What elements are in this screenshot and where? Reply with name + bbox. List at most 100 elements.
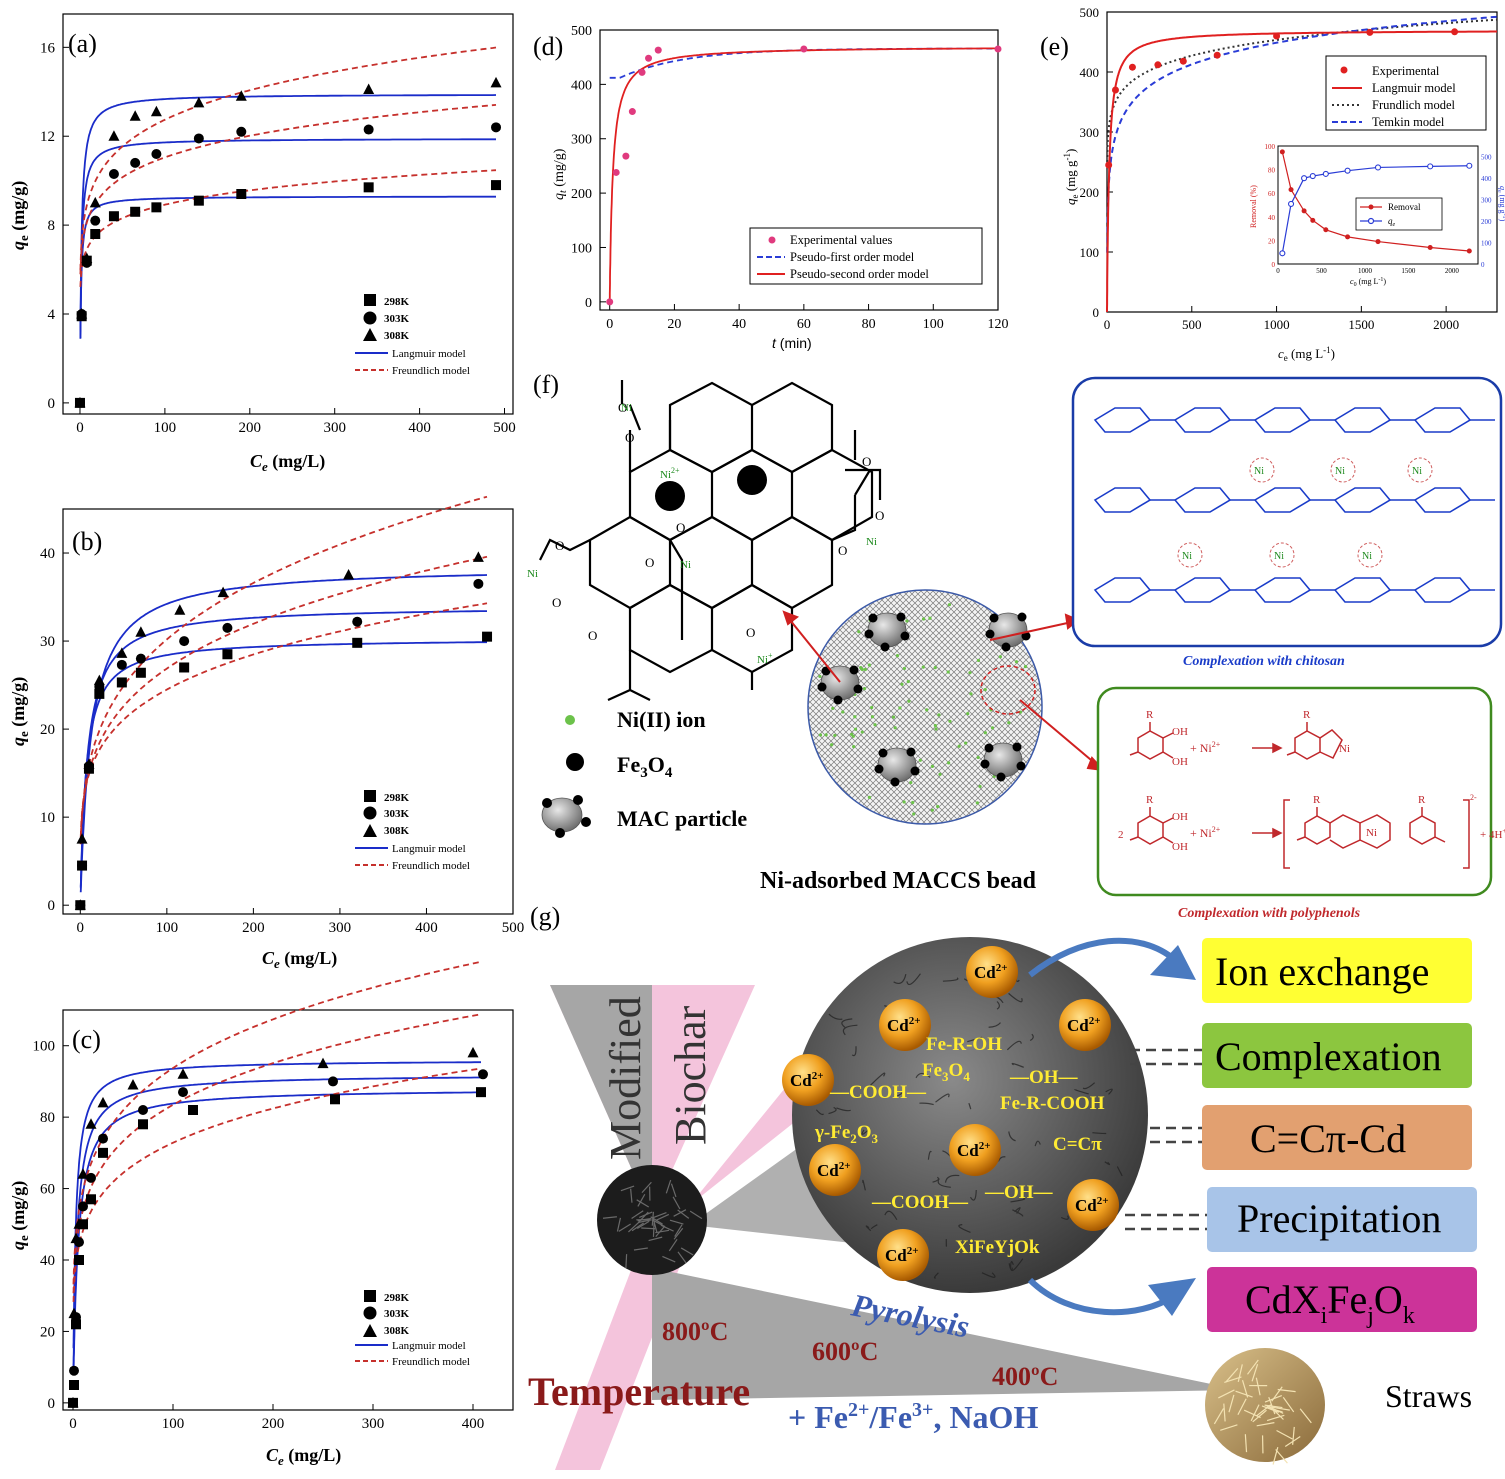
straw-fiber xyxy=(1277,1388,1296,1393)
x-tick-label: 500 xyxy=(493,420,516,436)
straw-fiber xyxy=(1247,1359,1259,1375)
data-point-298K xyxy=(108,211,119,222)
experimental-point xyxy=(654,46,662,54)
polyphenol-caption: Complexation with polyphenols xyxy=(1178,906,1361,921)
x-tick-label: 0 xyxy=(76,420,84,436)
inset-qe-point xyxy=(1427,163,1434,170)
data-point-308K xyxy=(174,604,186,615)
biochar-fiber xyxy=(602,1216,617,1219)
sem-ridge xyxy=(1012,1209,1024,1217)
panel-a-legend-langmuir: Langmuir model xyxy=(392,348,466,360)
langmuir-curve xyxy=(79,574,488,893)
x-tick-label: 80 xyxy=(862,317,876,332)
fe3o4-dot xyxy=(1021,631,1031,641)
data-point-308K xyxy=(363,83,375,95)
sem-ridge xyxy=(842,1024,858,1036)
inset-y2-tick-label: 0 xyxy=(1481,261,1485,269)
langmuir-curve xyxy=(72,1076,481,1367)
biochar-fibers xyxy=(602,1179,703,1269)
y-tick-label: 0 xyxy=(48,1396,56,1412)
straw-fiber xyxy=(1255,1377,1261,1396)
straw-fiber xyxy=(1243,1409,1261,1419)
ni-dot xyxy=(918,758,922,762)
sem-ridge xyxy=(828,1106,837,1115)
mechanism-precipitation: Precipitation xyxy=(1237,1196,1441,1241)
data-point-298K xyxy=(86,1194,96,1205)
ni-dot xyxy=(1014,660,1019,664)
x-tick-label: 500 xyxy=(1182,317,1202,332)
ni-dot xyxy=(862,686,867,691)
ni-dot xyxy=(824,733,828,737)
ni-dot xyxy=(983,731,987,735)
x-tick-label: 40 xyxy=(732,317,746,332)
panel-b-xlabel: Ce (mg/L) xyxy=(262,948,337,971)
data-point-303K xyxy=(179,636,190,647)
x-tick-label: 200 xyxy=(242,920,265,936)
y-tick-label: 8 xyxy=(48,218,56,234)
straw-fiber xyxy=(1268,1396,1276,1415)
ni-dot xyxy=(978,784,982,789)
mechanism-box-precipitation xyxy=(1207,1187,1477,1252)
data-point-303K xyxy=(108,169,119,179)
experimental-point xyxy=(1213,51,1221,59)
data-point-308K xyxy=(67,1396,79,1408)
biochar-fiber xyxy=(665,1179,672,1194)
ni-coordination-site xyxy=(1357,542,1383,568)
data-point-308K xyxy=(108,130,120,141)
data-point-298K xyxy=(179,662,190,673)
experimental-point xyxy=(1179,57,1187,65)
y-tick-label: 100 xyxy=(33,1039,56,1055)
sem-ridge xyxy=(1029,1033,1034,1042)
inset-removal-point xyxy=(1375,239,1381,245)
data-point-303K xyxy=(328,1076,338,1087)
freundlich-curve xyxy=(79,602,488,837)
biochar-fiber xyxy=(631,1210,644,1219)
svg-text:R: R xyxy=(1146,794,1154,806)
data-point-298K xyxy=(482,631,493,642)
experimental-point xyxy=(1105,161,1113,169)
biochar-fiber xyxy=(648,1236,663,1242)
straw-fiber xyxy=(1237,1364,1243,1383)
straw-fiber xyxy=(1213,1408,1225,1425)
biochar-fiber xyxy=(625,1254,628,1269)
panel-c-ylabel: qe (mg/g) xyxy=(8,1181,31,1250)
inset-xlabel: c0 (mg L-1) xyxy=(1350,277,1386,288)
svg-text:OH: OH xyxy=(1172,841,1188,853)
y-tick-label: 100 xyxy=(571,241,592,256)
ni-dot xyxy=(983,687,987,692)
biochar-fiber xyxy=(641,1181,652,1194)
straw-fiber xyxy=(1272,1447,1279,1465)
ni-coordination-site xyxy=(1269,542,1295,568)
chitosan-ni-label: Ni xyxy=(1335,466,1345,477)
ni-dot xyxy=(957,744,961,748)
data-point-298K xyxy=(130,206,141,217)
ni-dot xyxy=(933,723,938,728)
sem-ridge xyxy=(967,1036,983,1043)
inset-qe-point xyxy=(1344,167,1351,174)
ni-dot xyxy=(852,745,856,749)
surface-oh-2: —OH— xyxy=(984,1182,1054,1203)
ni-coordination-site xyxy=(1330,457,1356,483)
inset-removal-point xyxy=(1345,234,1351,240)
fe3o4-dot xyxy=(1001,642,1011,652)
data-point-303K xyxy=(135,653,146,664)
sem-ridge xyxy=(841,1018,853,1029)
data-point-298K xyxy=(476,1087,486,1098)
svg-text:O: O xyxy=(676,520,685,535)
data-point-298K xyxy=(74,1255,84,1265)
sem-ridge xyxy=(1006,1040,1022,1051)
experimental-point xyxy=(645,54,653,62)
inset-y-tick-label: 60 xyxy=(1268,190,1276,198)
biochar-fiber xyxy=(633,1247,648,1251)
panel-g: (g) Modified Biochar Cd2+Cd2+ Cd2+Cd2+Cd2… xyxy=(528,902,1477,1470)
svg-text:O: O xyxy=(645,555,654,570)
data-point-303K xyxy=(90,215,101,226)
biochar-fiber xyxy=(674,1224,683,1237)
panel-a-xlabel: Ce (mg/L) xyxy=(250,451,325,474)
svg-text:O: O xyxy=(588,628,597,643)
ni-dot xyxy=(921,617,926,621)
sem-ridge xyxy=(870,1224,878,1230)
biochar-fiber xyxy=(630,1188,633,1203)
